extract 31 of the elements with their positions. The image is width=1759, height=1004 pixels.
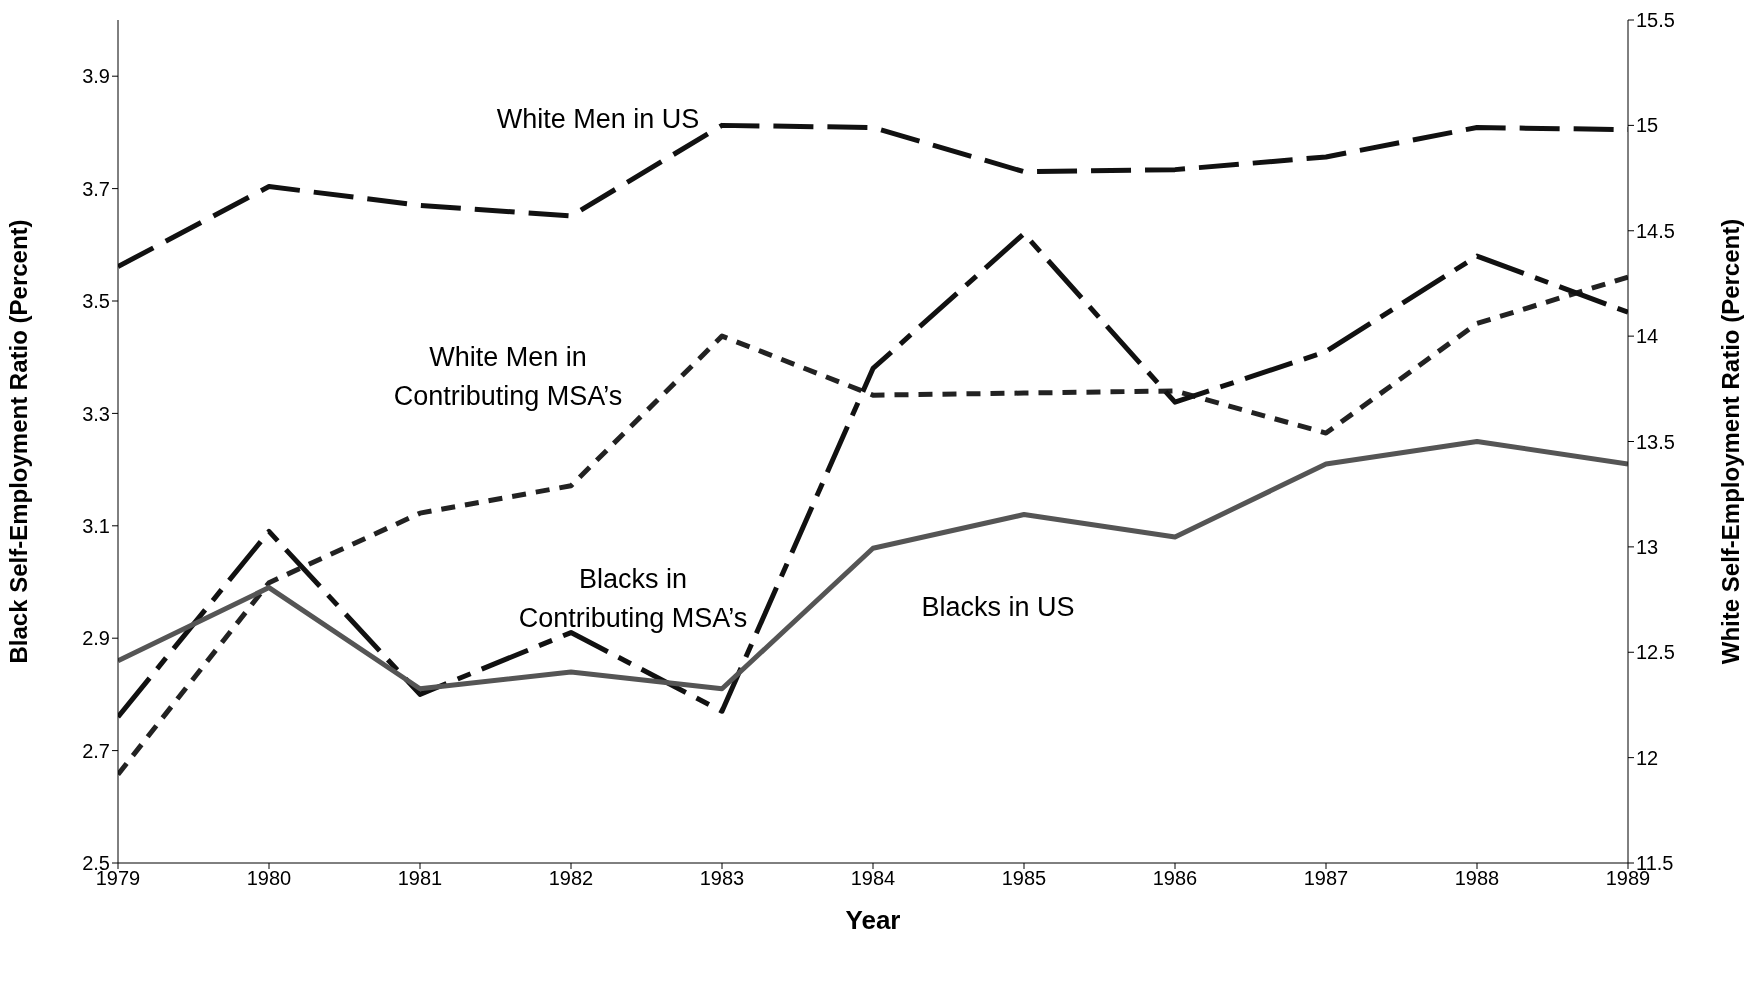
series-label: Blacks in US bbox=[920, 591, 1076, 624]
y2-tick-label: 14.5 bbox=[1636, 219, 1675, 242]
x-tick-label: 1981 bbox=[397, 867, 443, 890]
x-tick-label: 1980 bbox=[246, 867, 292, 890]
y-tick-label: 3.5 bbox=[82, 290, 110, 313]
x-tick-label: 1987 bbox=[1303, 867, 1349, 890]
x-tick-label: 1986 bbox=[1152, 867, 1198, 890]
y2-tick-label: 12 bbox=[1636, 746, 1659, 769]
x-tick-label: 1988 bbox=[1454, 867, 1500, 890]
y-tick-label: 3.7 bbox=[82, 177, 110, 200]
y-tick-label: 3.1 bbox=[82, 514, 110, 537]
series-label: White Men in US bbox=[495, 103, 701, 136]
x-axis-title: Year bbox=[845, 905, 901, 935]
series-label: White Men in Contributing MSA’s bbox=[392, 341, 624, 413]
y-axis-title: Black Self-Employment Ratio (Percent) bbox=[4, 219, 32, 664]
y-tick-label: 2.9 bbox=[82, 627, 110, 650]
y2-tick-label: 12.5 bbox=[1636, 641, 1675, 664]
x-tick-label: 1985 bbox=[1001, 867, 1047, 890]
series-label: Blacks in Contributing MSA’s bbox=[517, 563, 749, 635]
x-tick-label: 1983 bbox=[699, 867, 745, 890]
y2-tick-label: 13.5 bbox=[1636, 430, 1675, 453]
y2-tick-label: 13 bbox=[1636, 535, 1659, 558]
y2-tick-label: 14 bbox=[1636, 325, 1659, 348]
x-tick-label: 1984 bbox=[850, 867, 896, 890]
y-tick-label: 3.3 bbox=[82, 402, 110, 425]
y2-axis-title: White Self-Employment Ratio (Percent) bbox=[1716, 218, 1744, 665]
y2-tick-label: 15.5 bbox=[1636, 9, 1675, 32]
y-tick-label: 3.9 bbox=[82, 65, 110, 88]
x-tick-label: 1982 bbox=[548, 867, 594, 890]
y-tick-label: 2.7 bbox=[82, 739, 110, 762]
y2-tick-label: 15 bbox=[1636, 114, 1659, 137]
